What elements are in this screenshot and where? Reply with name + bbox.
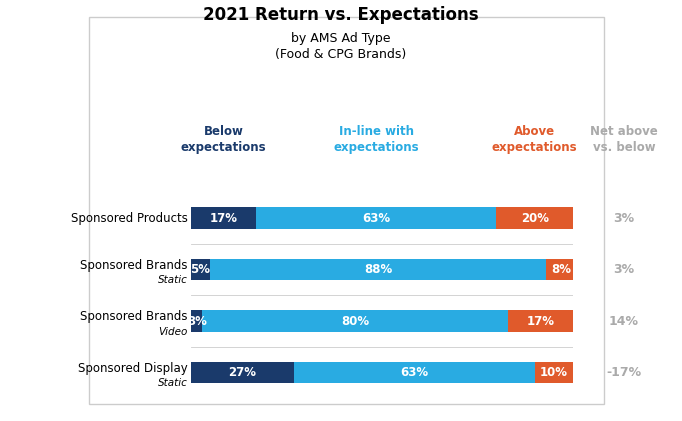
Text: In-line with
expectations: In-line with expectations bbox=[333, 125, 419, 154]
Text: 3%: 3% bbox=[614, 263, 634, 276]
Text: 8%: 8% bbox=[552, 263, 572, 276]
Bar bbox=[496, 207, 573, 229]
Bar bbox=[191, 259, 210, 280]
Bar bbox=[256, 207, 496, 229]
Bar bbox=[546, 259, 577, 280]
Text: Sponsored Display: Sponsored Display bbox=[78, 362, 188, 375]
Bar bbox=[294, 362, 535, 384]
Text: 2021 Return vs. Expectations: 2021 Return vs. Expectations bbox=[203, 6, 479, 24]
Text: Sponsored Products: Sponsored Products bbox=[71, 211, 188, 224]
Bar bbox=[203, 310, 508, 332]
Text: 17%: 17% bbox=[209, 211, 237, 224]
Text: -17%: -17% bbox=[606, 366, 642, 379]
Text: 63%: 63% bbox=[362, 211, 390, 224]
Text: 14%: 14% bbox=[609, 314, 639, 328]
Text: 63%: 63% bbox=[400, 366, 428, 379]
Text: 5%: 5% bbox=[190, 263, 211, 276]
Bar bbox=[210, 259, 546, 280]
Text: Static: Static bbox=[158, 275, 188, 285]
Bar bbox=[191, 310, 203, 332]
Text: Video: Video bbox=[158, 327, 188, 336]
Text: 17%: 17% bbox=[527, 314, 554, 328]
Bar bbox=[508, 310, 573, 332]
Text: 80%: 80% bbox=[341, 314, 369, 328]
Text: Sponsored Brands: Sponsored Brands bbox=[80, 259, 188, 272]
Text: 88%: 88% bbox=[364, 263, 392, 276]
Text: Static: Static bbox=[158, 378, 188, 388]
Text: Net above
vs. below: Net above vs. below bbox=[590, 125, 658, 154]
Text: 10%: 10% bbox=[539, 366, 568, 379]
Text: Above
expectations: Above expectations bbox=[492, 125, 578, 154]
Bar bbox=[191, 207, 256, 229]
Text: 3%: 3% bbox=[614, 211, 634, 224]
Text: 27%: 27% bbox=[228, 366, 256, 379]
Text: by AMS Ad Type: by AMS Ad Type bbox=[291, 32, 391, 45]
Bar bbox=[191, 362, 294, 384]
Text: Below
expectations: Below expectations bbox=[181, 125, 266, 154]
Text: Sponsored Brands: Sponsored Brands bbox=[80, 310, 188, 323]
Bar bbox=[535, 362, 573, 384]
Text: 3%: 3% bbox=[187, 314, 207, 328]
Text: (Food & CPG Brands): (Food & CPG Brands) bbox=[276, 48, 406, 61]
Text: 20%: 20% bbox=[520, 211, 549, 224]
